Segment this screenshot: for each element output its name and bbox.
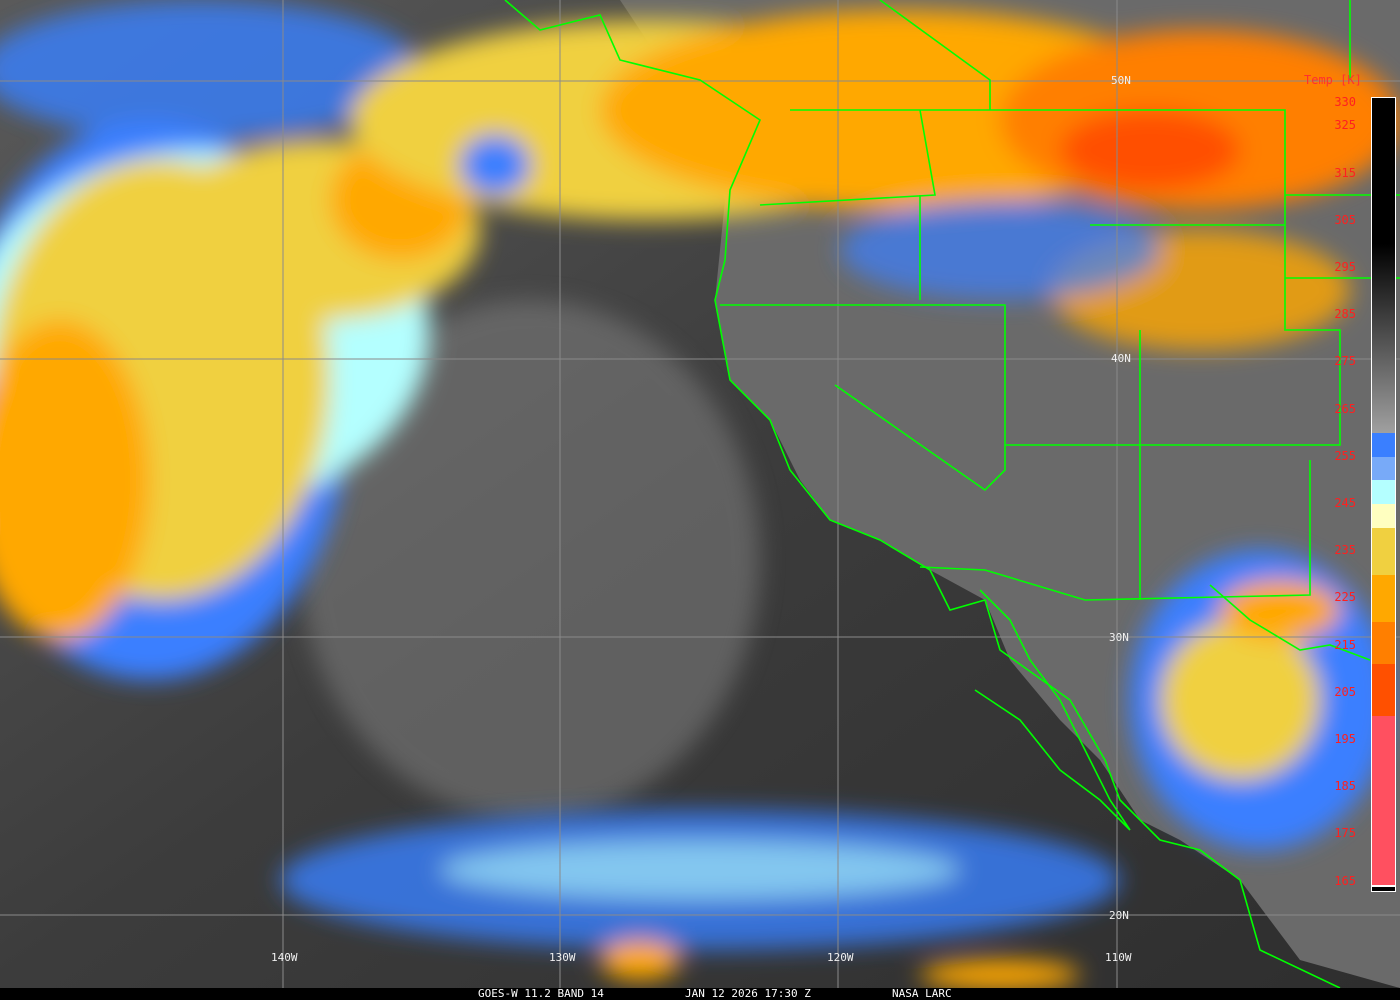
colorbar-segment <box>1372 716 1395 887</box>
lat-label-50n: 50N <box>1111 74 1131 87</box>
lon-label-140w: 140W <box>271 951 298 964</box>
lon-label-120w: 120W <box>827 951 854 964</box>
colorbar-segment <box>1372 102 1395 245</box>
caption-bar: GOES-W 11.2 BAND 14 JAN 12 2026 17:30 Z … <box>0 988 1400 1000</box>
colorbar-tick-225: 225 <box>1334 590 1356 605</box>
colorbar-tick-275: 275 <box>1334 354 1356 369</box>
temperature-colorbar <box>1371 97 1396 892</box>
colorbar-end-line <box>1372 885 1395 888</box>
caption-datetime: JAN 12 2026 17:30 Z <box>685 987 811 1000</box>
colorbar-tick-330: 330 <box>1334 94 1356 109</box>
colorbar-tick-325: 325 <box>1334 118 1356 133</box>
colorbar-tick-245: 245 <box>1334 495 1356 510</box>
colorbar-tick-265: 265 <box>1334 401 1356 416</box>
colorbar-tick-185: 185 <box>1334 779 1356 794</box>
colorbar-tick-175: 175 <box>1334 826 1356 841</box>
colorbar-segment <box>1372 664 1395 717</box>
colorbar-segment <box>1372 456 1395 481</box>
colorbar-title: Temp [K] <box>1304 73 1362 87</box>
lat-label-30n: 30N <box>1109 631 1129 644</box>
colorbar-tick-235: 235 <box>1334 543 1356 558</box>
colorbar-segment <box>1372 621 1395 665</box>
colorbar-tick-255: 255 <box>1334 448 1356 463</box>
colorbar-tick-165: 165 <box>1334 873 1356 888</box>
colorbar-tick-195: 195 <box>1334 731 1356 746</box>
colorbar-tick-285: 285 <box>1334 307 1356 322</box>
caption-source: NASA LARC <box>892 987 952 1000</box>
colorbar-segment <box>1372 527 1395 575</box>
colorbar-segment <box>1372 480 1395 504</box>
political-borders <box>504 0 1400 988</box>
colorbar-tick-295: 295 <box>1334 259 1356 274</box>
colorbar-tick-215: 215 <box>1334 637 1356 652</box>
lon-label-130w: 130W <box>549 951 576 964</box>
lon-label-110w: 110W <box>1105 951 1132 964</box>
colorbar-tick-305: 305 <box>1334 212 1356 227</box>
colorbar-segment <box>1372 503 1395 528</box>
lat-label-20n: 20N <box>1109 909 1129 922</box>
colorbar-tick-315: 315 <box>1334 165 1356 180</box>
colorbar-segment <box>1372 433 1395 457</box>
caption-satellite: GOES-W 11.2 BAND 14 <box>478 987 604 1000</box>
colorbar-tick-205: 205 <box>1334 684 1356 699</box>
colorbar-segment <box>1372 574 1395 622</box>
lat-label-40n: 40N <box>1111 352 1131 365</box>
colorbar-segment <box>1372 244 1395 434</box>
